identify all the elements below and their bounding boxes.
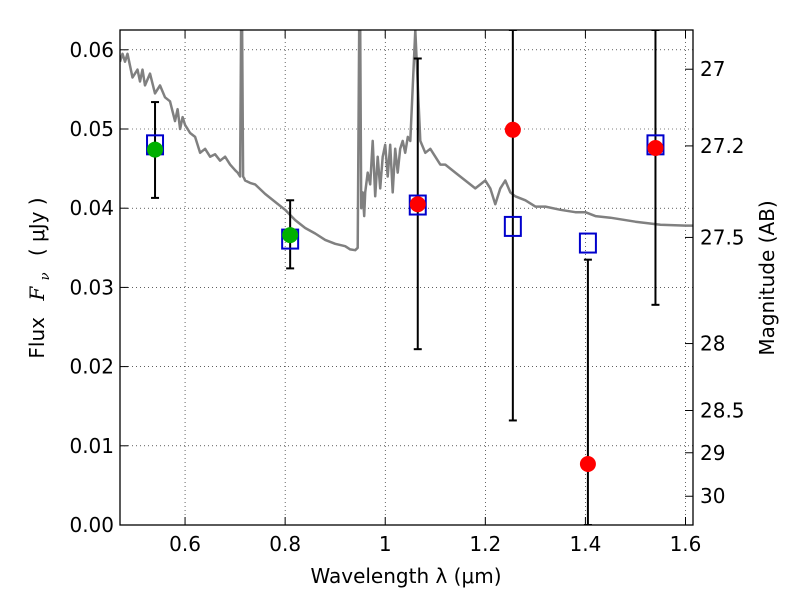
y-tick-label: 0.00: [69, 513, 114, 537]
y-tick-label: 0.05: [69, 117, 114, 141]
y-axis-title-unit: ( μJy ): [25, 197, 49, 256]
magnitude-tick-label: 30: [700, 484, 725, 508]
magnitude-tick-label: 28.5: [700, 399, 745, 423]
x-tick-label: 1.6: [670, 532, 702, 556]
x-tick-label: 1.4: [569, 532, 601, 556]
model-photometry-square: [578, 232, 597, 254]
spectrum-line: [120, 30, 693, 252]
y-axis-title-prefix: Flux: [25, 317, 49, 359]
y-axis-title: Flux F ν ( μJy ): [25, 197, 54, 358]
magnitude-axis-title: Magnitude (AB): [755, 200, 779, 355]
model-photometry-square: [503, 215, 522, 237]
photometry-point: [504, 121, 521, 138]
grid: [120, 30, 693, 526]
x-tick-label: 0.6: [169, 532, 201, 556]
y-tick-label: 0.06: [69, 38, 114, 62]
x-axis-title: Wavelength λ (μm): [310, 564, 501, 588]
y-tick-label: 0.02: [69, 355, 114, 379]
axes: 0.6 0.8 1 1.2 1.4 1.6 0.00 0.01 0.02 0.03 0.04 0.05…: [69, 30, 745, 556]
plot-area: [120, 30, 693, 525]
y-tick-label: 0.04: [69, 196, 114, 220]
photometry-point: [409, 196, 426, 213]
magnitude-tick-label: 27.2: [700, 134, 745, 158]
photometry-point: [579, 456, 596, 473]
magnitude-tick-label: 27: [700, 57, 725, 81]
x-tick-label: 1: [379, 532, 392, 556]
x-tick-label: 1.2: [469, 532, 501, 556]
plot-frame: [119, 29, 694, 526]
model-photometry-square: [408, 194, 427, 216]
y-tick-label: 0.03: [69, 275, 114, 299]
y-tick-label: 0.01: [69, 434, 114, 458]
y-axis-title-subscript: ν: [38, 272, 53, 280]
photometry-point: [282, 227, 299, 244]
svg-text:Flux F ν ( μ: Flux F ν ( μJy ): [25, 197, 54, 358]
photometry-point: [647, 140, 664, 157]
x-tick-label: 0.8: [269, 532, 301, 556]
magnitude-tick-label: 28: [700, 332, 725, 356]
photometry-point: [147, 141, 164, 158]
magnitude-tick-label: 27.5: [700, 225, 745, 249]
y-axis-title-symbol: F: [25, 286, 49, 302]
magnitude-tick-label: 29: [700, 441, 725, 465]
